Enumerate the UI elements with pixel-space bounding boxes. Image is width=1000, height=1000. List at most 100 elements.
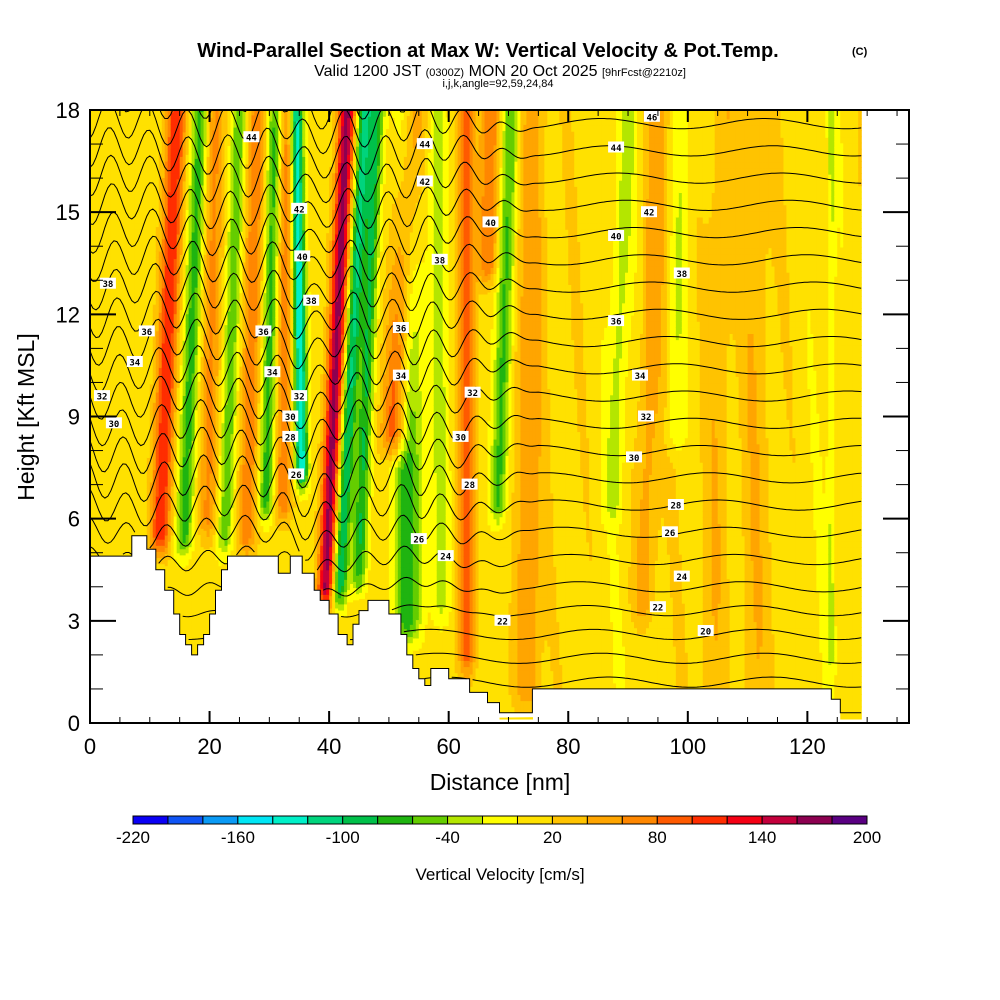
field-cell	[107, 531, 112, 539]
field-cell	[230, 225, 235, 232]
field-cell	[170, 203, 175, 211]
field-cell	[224, 275, 229, 283]
field-cell	[233, 537, 238, 545]
field-cell	[152, 518, 157, 526]
field-cell	[218, 118, 223, 125]
field-cell	[140, 284, 145, 292]
field-cell	[218, 394, 223, 401]
field-cell	[215, 167, 220, 174]
field-cell	[161, 520, 166, 528]
field-cell	[230, 163, 235, 171]
field-cell	[95, 255, 100, 263]
field-cell	[209, 528, 214, 535]
field-cell	[110, 409, 115, 416]
field-cell	[113, 458, 118, 465]
field-cell	[197, 362, 202, 370]
field-cell	[167, 571, 172, 579]
field-cell	[179, 223, 184, 231]
field-cell	[224, 490, 229, 497]
field-cell	[92, 494, 97, 502]
field-cell	[185, 595, 190, 603]
field-cell	[206, 475, 211, 482]
field-cell	[209, 350, 214, 358]
field-cell	[107, 402, 112, 410]
field-cell	[191, 520, 196, 527]
field-cell	[176, 258, 181, 266]
field-cell	[143, 388, 148, 396]
field-cell	[122, 445, 127, 453]
field-cell	[248, 494, 253, 502]
field-cell	[185, 184, 190, 192]
field-cell	[176, 289, 181, 296]
field-cell	[173, 135, 178, 143]
field-cell	[185, 381, 190, 388]
field-cell	[131, 345, 136, 353]
field-cell	[179, 438, 184, 446]
field-cell	[152, 279, 157, 287]
field-cell	[125, 458, 130, 465]
field-cell	[146, 242, 151, 250]
field-cell	[90, 335, 94, 343]
field-cell	[104, 384, 109, 392]
field-cell	[140, 462, 145, 469]
field-cell	[239, 268, 244, 275]
field-cell	[134, 443, 139, 451]
field-cell	[227, 537, 232, 545]
field-cell	[128, 310, 133, 318]
field-cell	[137, 180, 142, 187]
field-cell	[239, 249, 244, 257]
field-cell	[194, 274, 199, 282]
field-cell	[119, 200, 124, 208]
field-cell	[209, 123, 214, 131]
field-cell	[179, 266, 184, 274]
field-cell	[245, 261, 250, 269]
field-cell	[101, 500, 106, 508]
field-cell	[134, 137, 139, 144]
field-cell	[188, 172, 193, 180]
field-cell	[209, 246, 214, 253]
field-cell	[191, 354, 196, 362]
field-cell	[164, 424, 169, 432]
field-cell	[164, 400, 169, 407]
field-cell	[203, 481, 208, 488]
field-cell	[242, 378, 247, 386]
field-cell	[215, 308, 220, 315]
field-cell	[113, 200, 118, 208]
field-cell	[224, 306, 229, 313]
field-cell	[194, 293, 199, 300]
field-cell	[209, 571, 214, 578]
field-cell	[149, 481, 154, 489]
field-cell	[176, 307, 181, 315]
field-cell	[215, 253, 220, 260]
field-cell	[227, 341, 232, 349]
field-cell	[233, 255, 238, 263]
field-cell	[242, 298, 247, 306]
field-cell	[224, 373, 229, 381]
field-cell	[173, 319, 178, 327]
field-cell	[179, 150, 184, 157]
field-cell	[248, 500, 253, 508]
field-cell	[185, 411, 190, 419]
field-cell	[206, 419, 211, 427]
field-cell	[155, 434, 160, 442]
field-cell	[113, 268, 118, 275]
field-cell	[221, 306, 226, 313]
field-cell	[188, 564, 193, 572]
field-cell	[176, 442, 181, 450]
field-cell	[194, 250, 199, 258]
field-cell	[176, 332, 181, 339]
field-cell	[98, 163, 103, 171]
field-cell	[116, 176, 121, 183]
field-cell	[98, 366, 103, 373]
field-cell	[233, 347, 238, 355]
field-cell	[200, 411, 205, 419]
field-cell	[131, 315, 136, 322]
field-cell	[191, 391, 196, 399]
field-cell	[182, 468, 187, 476]
field-cell	[206, 137, 211, 145]
field-cell	[215, 240, 220, 248]
field-cell	[224, 189, 229, 197]
field-cell	[212, 381, 217, 388]
field-cell	[185, 356, 190, 364]
field-cell	[200, 417, 205, 425]
